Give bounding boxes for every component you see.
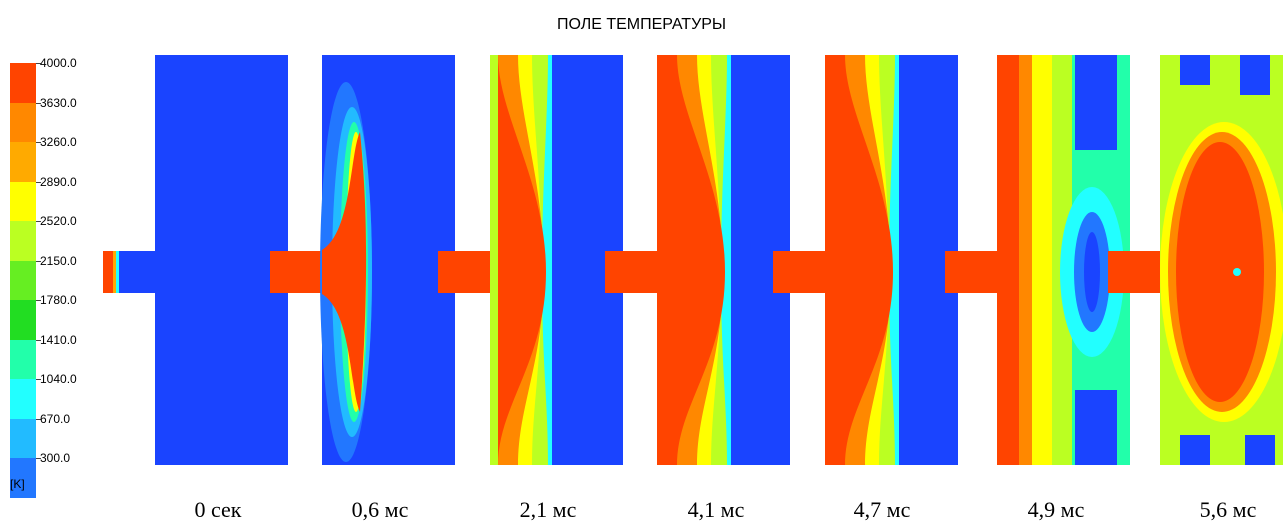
time-caption: 5,6 мс [1199, 497, 1257, 522]
legend-swatch [10, 102, 36, 142]
legend-tick-label: 670.0 [40, 411, 71, 426]
nozzle-inlet [270, 251, 322, 293]
legend-tick-mark [36, 63, 41, 64]
legend-tick-mark [36, 260, 41, 262]
panel-3 [605, 55, 790, 465]
wall-band [490, 55, 498, 465]
cold-pocket-top [1075, 55, 1117, 150]
legend-tick-label: 3260.0 [40, 135, 77, 149]
temperature-band [657, 55, 725, 465]
legend-tick-mark [36, 142, 41, 143]
nozzle-inlet [605, 251, 657, 293]
nozzle-inlet [438, 251, 490, 293]
legend-tick-mark [36, 221, 41, 222]
legend-swatch [10, 339, 36, 379]
cold-pocket-top [1240, 55, 1270, 95]
time-caption: 0 сек [194, 497, 242, 522]
core-zone [322, 132, 367, 412]
nozzle-inlet [1108, 251, 1160, 293]
legend-swatch [10, 63, 36, 103]
temperature-band [997, 55, 1019, 465]
legend-tick-label: 2150.0 [40, 253, 77, 268]
panel-6 [1108, 55, 1283, 465]
legend-tick-label: 1780.0 [40, 293, 77, 307]
legend-tick-label: 300.0 [40, 451, 71, 465]
temperature-band [825, 55, 893, 465]
cold-pocket-top [1180, 55, 1210, 85]
vortex-core [1084, 232, 1100, 312]
gas-front-edge [113, 251, 116, 293]
legend-unit: [K] [10, 477, 25, 491]
legend-tick-mark [36, 379, 41, 380]
legend-tick-mark [36, 339, 41, 341]
hot-gas-front [103, 251, 113, 293]
temperature-band [490, 55, 546, 465]
time-caption: 0,6 мс [351, 497, 409, 522]
legend-swatch [10, 458, 36, 498]
legend-swatch [10, 142, 36, 182]
legend-tick-label: 1040.0 [40, 372, 77, 386]
panel-5 [945, 55, 1130, 465]
gas-front-edge [116, 251, 119, 293]
time-caption: 4,1 мс [687, 497, 745, 522]
cold-spot [1233, 268, 1241, 276]
legend-tick-label: 4000.0 [40, 56, 77, 70]
nozzle-inlet [945, 251, 997, 293]
core-zone [1176, 142, 1264, 402]
legend-tick-mark [36, 102, 41, 104]
legend-tick-mark [36, 181, 41, 183]
time-caption: 4,9 мс [1027, 497, 1085, 522]
legend-tick-label: 2890.0 [40, 174, 77, 189]
figure-title: ПОЛЕ ТЕМПЕРАТУРЫ [556, 16, 727, 33]
legend-swatch [10, 181, 36, 221]
legend-tick-label: 3630.0 [40, 95, 77, 110]
legend-tick-label: 2520.0 [40, 214, 77, 228]
legend-swatch [10, 260, 36, 300]
panel-1 [270, 55, 455, 465]
panel-2 [438, 55, 623, 465]
cold-pocket-bottom [1180, 435, 1210, 465]
panel-0 [103, 55, 288, 465]
nozzle-inlet [773, 251, 825, 293]
legend-tick-mark [36, 300, 41, 301]
legend-tick-label: 1410.0 [40, 332, 77, 347]
legend-tick-mark [36, 458, 41, 459]
legend-swatch [10, 300, 36, 340]
legend-swatch [10, 418, 36, 458]
cold-pocket-bottom [1245, 435, 1275, 465]
time-caption: 4,7 мс [853, 497, 911, 522]
legend-swatch [10, 221, 36, 261]
time-caption: 2,1 мс [519, 497, 577, 522]
legend-color-bar [10, 63, 36, 498]
panel-4 [773, 55, 958, 465]
legend-swatch [10, 379, 36, 419]
legend-tick-mark [36, 418, 41, 420]
cold-pocket-bottom [1075, 390, 1117, 465]
domain-background [155, 55, 288, 465]
